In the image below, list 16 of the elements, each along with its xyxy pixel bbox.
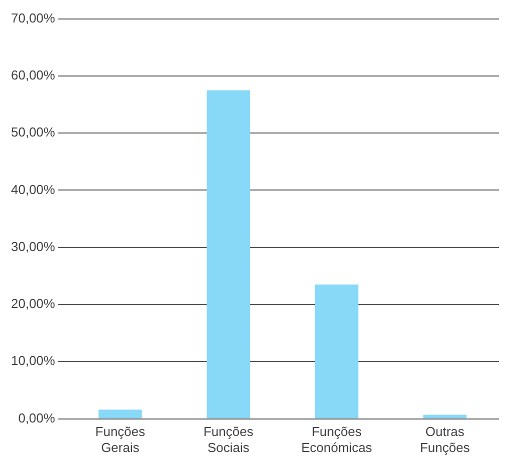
y-tick-label: 70,00% (10, 10, 56, 26)
bar (315, 284, 358, 418)
y-tick-label: 40,00% (10, 182, 56, 197)
x-tick-label: Funções Económicas (301, 424, 373, 455)
x-tick-label: Outras Funções (420, 424, 470, 455)
y-tick-label: 60,00% (10, 68, 56, 83)
y-tick-label: 20,00% (10, 296, 56, 312)
y-tick-label: 30,00% (10, 238, 56, 254)
y-tick-label: 0,00% (18, 410, 56, 426)
y-tick-label: 50,00% (10, 124, 56, 140)
bar (206, 90, 250, 418)
bar (98, 410, 142, 418)
x-tick-label: Funções Gerais (95, 424, 146, 455)
y-tick-label: 10,00% (10, 353, 56, 368)
x-tick-label: Funções Sociais (203, 424, 254, 455)
bar (423, 414, 467, 418)
